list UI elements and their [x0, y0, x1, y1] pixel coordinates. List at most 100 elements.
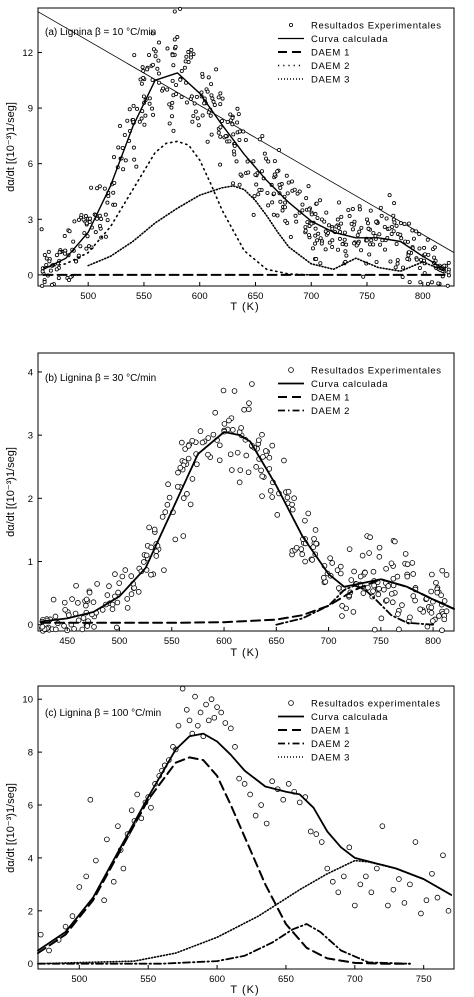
experimental-point: [392, 201, 397, 206]
experimental-point: [174, 92, 179, 97]
experimental-point: [109, 606, 116, 613]
experimental-point: [366, 550, 372, 556]
legend-label: DAEM 3: [311, 75, 350, 86]
experimental-point: [174, 483, 181, 490]
experimental-point: [180, 495, 187, 501]
experimental-point: [339, 603, 345, 609]
experimental-point: [433, 579, 439, 586]
experimental-point: [179, 685, 186, 692]
experimental-point: [278, 199, 283, 204]
experimental-point: [183, 59, 188, 64]
experimental-point: [128, 573, 135, 579]
experimental-point: [121, 167, 126, 172]
experimental-point: [425, 281, 430, 286]
experimental-point: [272, 172, 277, 177]
x-tick-label: 600: [216, 636, 232, 647]
experimental-point: [366, 221, 371, 226]
experimental-point: [86, 589, 93, 596]
experimental-point: [352, 902, 358, 909]
experimental-point: [436, 281, 441, 286]
experimental-point: [137, 119, 142, 124]
legend-label: DAEM 2: [311, 406, 350, 417]
x-tick-label: 800: [415, 291, 431, 302]
experimental-point: [84, 623, 91, 629]
experimental-point: [368, 208, 373, 213]
experimental-point: [314, 257, 319, 262]
experimental-point: [251, 212, 256, 217]
experimental-point: [288, 235, 293, 240]
experimental-point: [350, 207, 355, 212]
experimental-point: [73, 582, 79, 589]
experimental-point: [115, 589, 121, 596]
experimental-point: [318, 839, 325, 845]
experimental-point: [342, 237, 347, 242]
panel-c-y-ticks: 0 2 4 6 8 10: [22, 695, 42, 970]
experimental-point: [243, 452, 250, 459]
experimental-point: [196, 123, 201, 128]
panel-a-y-ticks: 0 3 6 9 12: [22, 48, 42, 281]
experimental-point: [246, 406, 252, 413]
panel-c-ylabel: dα/dt [(10⁻³)1/seg]: [5, 783, 17, 873]
experimental-point: [334, 567, 341, 573]
panel-b: 450 500 550 600 650 700 750 800 0 1 2 3 4 (b) Ligni…: [5, 352, 455, 659]
experimental-point: [247, 791, 253, 798]
experimental-point: [251, 159, 256, 164]
experimental-point: [192, 101, 197, 106]
experimental-point: [93, 230, 98, 235]
experimental-point: [124, 605, 131, 611]
experimental-point: [194, 461, 200, 468]
experimental-point: [249, 381, 255, 387]
experimental-point: [270, 200, 275, 205]
x-tick-label: 700: [347, 974, 363, 985]
experimental-point: [417, 606, 423, 613]
experimental-point: [303, 228, 308, 233]
experimental-point: [407, 614, 413, 621]
experimental-point: [347, 214, 352, 219]
experimental-point: [109, 601, 116, 608]
experimental-point: [335, 217, 340, 222]
experimental-point: [445, 283, 450, 288]
experimental-point: [382, 225, 387, 230]
series-daem-2: [37, 923, 411, 965]
experimental-point: [395, 261, 400, 266]
experimental-point: [102, 186, 107, 191]
experimental-point: [275, 169, 280, 174]
experimental-point: [211, 714, 218, 721]
experimental-point: [283, 205, 288, 210]
experimental-point: [318, 236, 323, 241]
experimental-point: [293, 544, 300, 551]
experimental-point: [445, 908, 452, 914]
series-curva-calculada: [42, 72, 446, 270]
x-tick-label: 500: [71, 974, 87, 985]
experimental-point: [151, 526, 158, 533]
experimental-point: [402, 551, 409, 557]
experimental-point: [284, 494, 291, 501]
experimental-point: [165, 87, 170, 92]
experimental-point: [85, 234, 90, 239]
experimental-point: [221, 421, 228, 427]
experimental-point: [441, 616, 448, 623]
experimental-point: [422, 245, 427, 250]
experimental-point: [172, 9, 177, 14]
experimental-point: [232, 143, 237, 148]
experimental-point: [374, 219, 379, 224]
experimental-point: [206, 717, 212, 724]
experimental-point: [378, 615, 385, 622]
experimental-point: [393, 265, 398, 270]
experimental-point: [76, 884, 83, 890]
panel-b-experimental-points: [39, 381, 450, 634]
experimental-point: [294, 219, 299, 224]
experimental-point: [344, 253, 349, 258]
experimental-point: [245, 159, 250, 164]
panel-a-frame: [37, 7, 455, 287]
panel-a-experimental-points: [39, 6, 451, 288]
experimental-point: [141, 68, 146, 73]
experimental-point: [101, 897, 107, 904]
experimental-point: [82, 231, 87, 236]
experimental-point: [237, 137, 242, 142]
experimental-point: [234, 449, 241, 456]
experimental-point: [180, 533, 187, 539]
experimental-point: [75, 600, 81, 606]
experimental-point: [365, 217, 370, 222]
experimental-point: [227, 451, 234, 458]
